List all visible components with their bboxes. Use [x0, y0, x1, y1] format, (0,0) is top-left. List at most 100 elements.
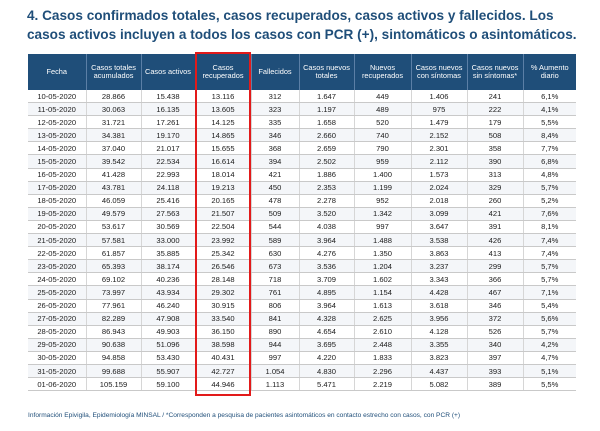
- table-cell: 15-05-2020: [28, 154, 87, 169]
- table-cell: 450: [251, 181, 300, 195]
- table-cell: 27.563: [141, 207, 196, 221]
- table-cell: 4.276: [299, 246, 355, 261]
- table-cell: 2.024: [411, 181, 468, 195]
- table-cell: 6,1%: [523, 90, 576, 104]
- table-cell: 43.934: [141, 285, 196, 300]
- cases-table-container: Fecha Casos totales acumulados Casos act…: [28, 54, 576, 392]
- table-cell: 53.430: [141, 351, 196, 365]
- table-cell: 3.695: [299, 338, 355, 352]
- table-cell: 4.895: [299, 285, 355, 300]
- table-cell: 25.416: [141, 194, 196, 208]
- table-cell: 51.096: [141, 338, 196, 352]
- table-cell: 7,4%: [523, 233, 576, 248]
- table-cell: 323: [251, 102, 300, 117]
- table-cell: 312: [251, 90, 300, 104]
- table-cell: 3.355: [411, 338, 468, 352]
- table-row: 11-05-2020 30.063 16.135 13.605 323 1.197 489 9…: [28, 102, 576, 117]
- table-row: 26-05-2020 77.961 46.240 30.915 806 3.964 1.61…: [28, 299, 576, 313]
- table-cell: 5,5%: [523, 377, 576, 392]
- table-cell: 22-05-2020: [28, 246, 87, 261]
- table-cell: 13.116: [195, 90, 252, 104]
- header-casos-nuevos-totales: Casos nuevos totales: [299, 54, 355, 90]
- table-cell: 82.289: [86, 312, 142, 326]
- table-row: 16-05-2020 41.428 22.993 18.014 421 1.886 1.40…: [28, 168, 576, 182]
- table-cell: 4.654: [299, 325, 355, 339]
- table-row: 23-05-2020 65.393 38.174 26.546 673 3.536 1.20…: [28, 259, 576, 274]
- table-cell: 33.000: [141, 233, 196, 248]
- table-cell: 426: [467, 233, 524, 248]
- table-cell: 1.342: [354, 207, 412, 221]
- table-cell: 2.660: [299, 128, 355, 143]
- table-cell: 4,2%: [523, 338, 576, 352]
- header-casos-recuperados: Casos recuperados: [195, 54, 252, 90]
- table-cell: 2.296: [354, 364, 412, 379]
- table-cell: 27-05-2020: [28, 312, 87, 326]
- table-cell: 520: [354, 115, 412, 130]
- table-cell: 23-05-2020: [28, 259, 87, 274]
- table-cell: 806: [251, 299, 300, 313]
- table-cell: 55.907: [141, 364, 196, 379]
- table-cell: 1.406: [411, 90, 468, 104]
- page-title: 4. Casos confirmados totales, casos recu…: [27, 8, 577, 42]
- table-cell: 397: [467, 351, 524, 365]
- table-cell: 2.152: [411, 128, 468, 143]
- table-cell: 2.625: [354, 312, 412, 326]
- table-cell: 952: [354, 194, 412, 208]
- table-cell: 24.118: [141, 181, 196, 195]
- table-cell: 5.471: [299, 377, 355, 392]
- table-cell: 299: [467, 259, 524, 274]
- table-row: 25-05-2020 73.997 43.934 29.302 761 4.895 1.15…: [28, 285, 576, 300]
- table-row: 18-05-2020 46.059 25.416 20.165 478 2.278 952 2…: [28, 194, 576, 208]
- table-cell: 3.538: [411, 233, 468, 248]
- table-row: 12-05-2020 31.721 17.261 14.125 335 1.658 520 1…: [28, 115, 576, 130]
- table-cell: 1.886: [299, 168, 355, 182]
- table-cell: 449: [354, 90, 412, 104]
- table-cell: 1.400: [354, 168, 412, 182]
- table-cell: 1.488: [354, 233, 412, 248]
- table-cell: 3.823: [411, 351, 468, 365]
- table-cell: 19.170: [141, 128, 196, 143]
- table-cell: 1.350: [354, 246, 412, 261]
- table-cell: 975: [411, 102, 468, 117]
- table-cell: 19-05-2020: [28, 207, 87, 221]
- table-cell: 4.437: [411, 364, 468, 379]
- table-cell: 28-05-2020: [28, 325, 87, 339]
- table-cell: 4,1%: [523, 102, 576, 117]
- table-cell: 33.540: [195, 312, 252, 326]
- table-cell: 12-05-2020: [28, 115, 87, 130]
- table-cell: 17.261: [141, 115, 196, 130]
- table-cell: 61.857: [86, 246, 142, 261]
- table-cell: 5,5%: [523, 115, 576, 130]
- table-row: 27-05-2020 82.289 47.908 33.540 841 4.328 2.62…: [28, 312, 576, 326]
- table-row: 15-05-2020 39.542 22.534 16.614 394 2.502 959 2…: [28, 154, 576, 169]
- table-cell: 11-05-2020: [28, 102, 87, 117]
- table-cell: 16-05-2020: [28, 168, 87, 182]
- table-cell: 15.438: [141, 90, 196, 104]
- table-cell: 3.520: [299, 207, 355, 221]
- table-cell: 4.830: [299, 364, 355, 379]
- table-row: 20-05-2020 53.617 30.569 22.504 544 4.038 997 3…: [28, 220, 576, 235]
- table-cell: 997: [354, 220, 412, 235]
- table-cell: 389: [467, 377, 524, 392]
- table-cell: 46.059: [86, 194, 142, 208]
- table-cell: 31.721: [86, 115, 142, 130]
- table-cell: 3.709: [299, 272, 355, 287]
- table-cell: 3.956: [411, 312, 468, 326]
- table-cell: 30.915: [195, 299, 252, 313]
- table-cell: 790: [354, 141, 412, 156]
- table-cell: 1.054: [251, 364, 300, 379]
- table-cell: 36.150: [195, 325, 252, 339]
- table-cell: 6,8%: [523, 154, 576, 169]
- table-cell: 22.534: [141, 154, 196, 169]
- table-cell: 391: [467, 220, 524, 235]
- table-cell: 222: [467, 102, 524, 117]
- table-cell: 26.546: [195, 259, 252, 274]
- table-cell: 2.659: [299, 141, 355, 156]
- table-cell: 329: [467, 181, 524, 195]
- table-cell: 179: [467, 115, 524, 130]
- table-cell: 25-05-2020: [28, 285, 87, 300]
- header-fecha: Fecha: [28, 54, 87, 90]
- table-cell: 1.204: [354, 259, 412, 274]
- table-cell: 90.638: [86, 338, 142, 352]
